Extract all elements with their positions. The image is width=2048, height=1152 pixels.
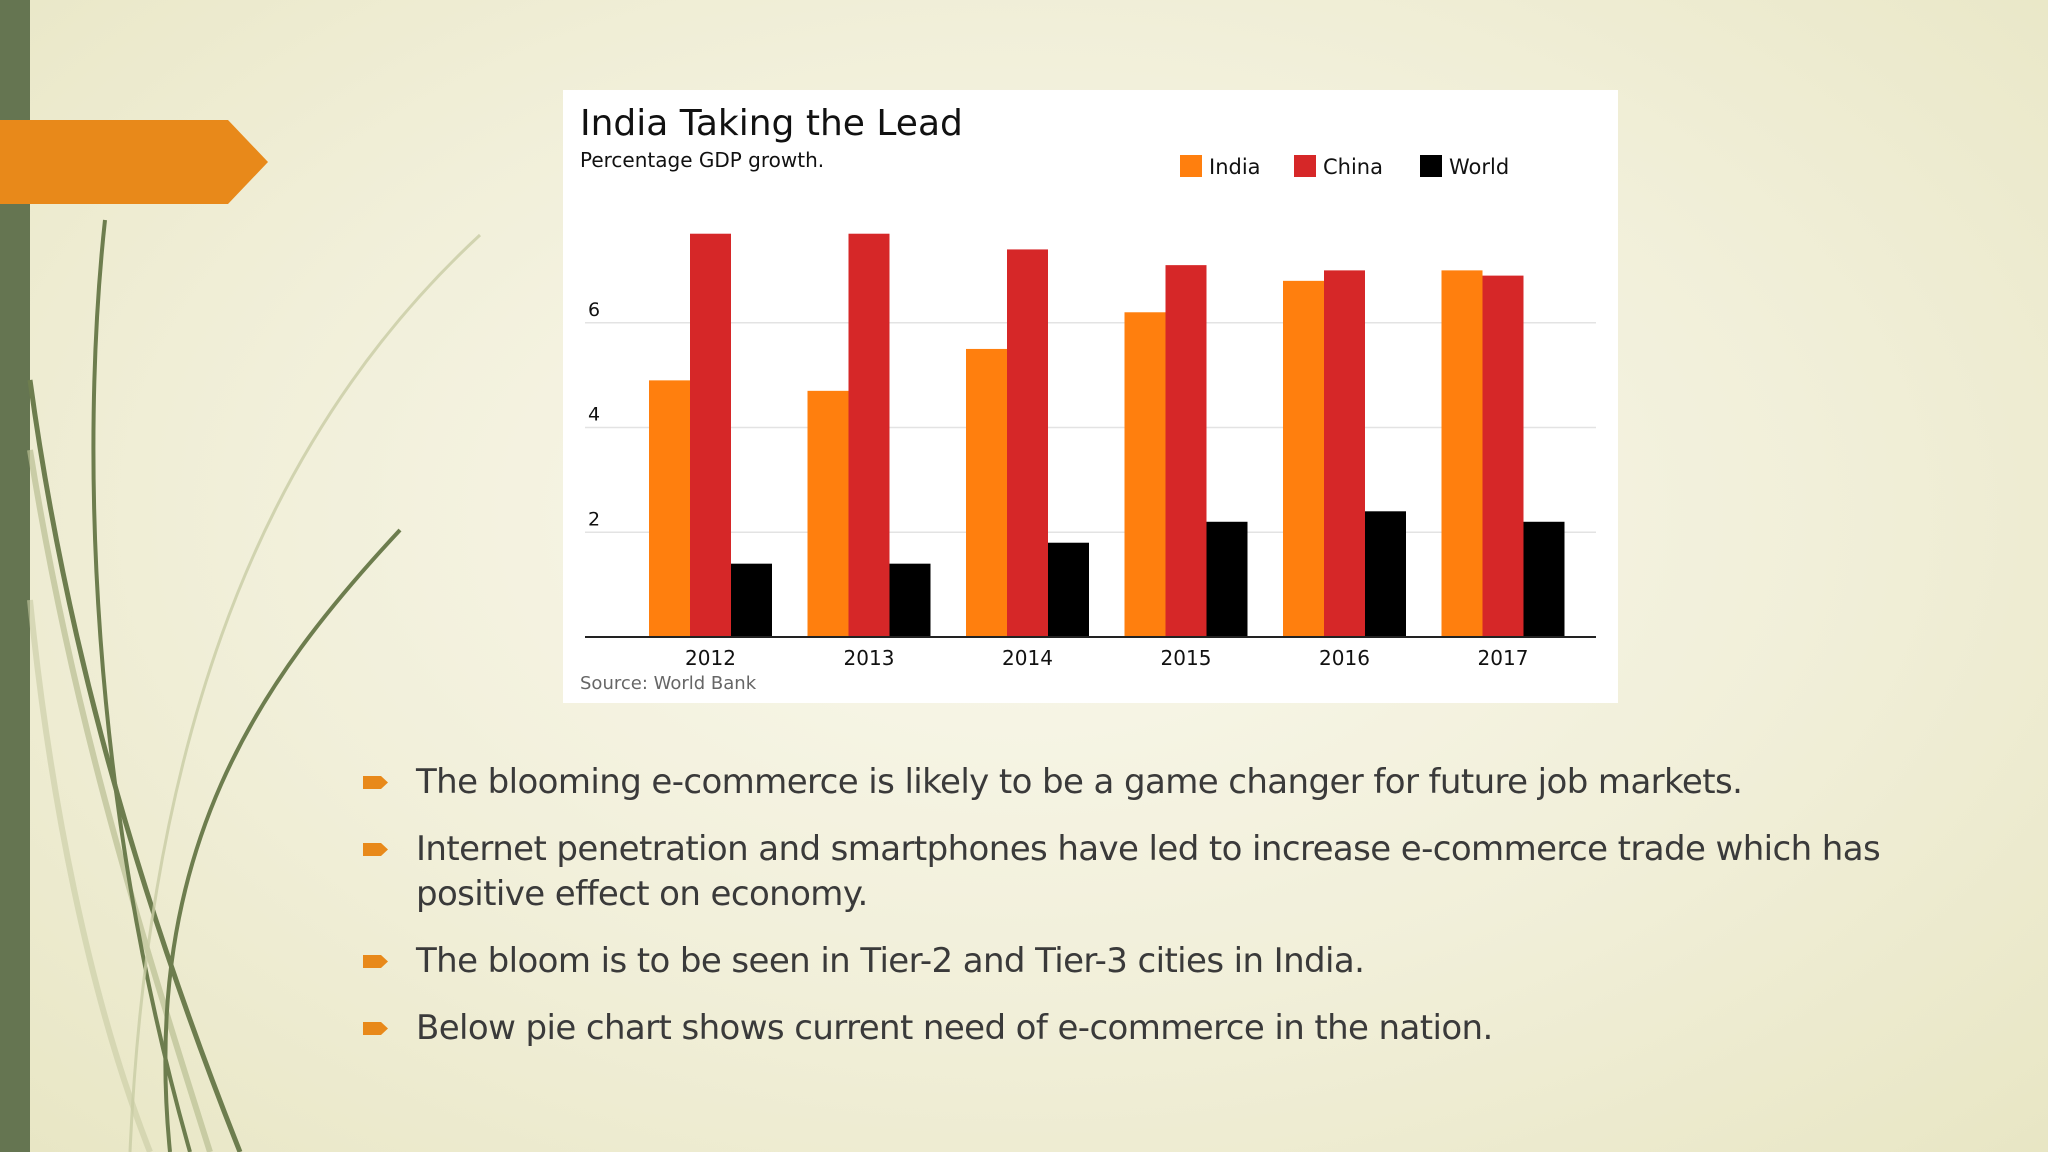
x-tick-label: 2016 (1319, 646, 1370, 670)
y-tick-label: 6 (588, 299, 600, 321)
bar-world-2014 (1048, 542, 1089, 637)
chart-subtitle: Percentage GDP growth. (580, 148, 824, 172)
bullet-text: The bloom is to be seen in Tier-2 and Ti… (416, 941, 1365, 981)
bullet-item: The blooming e-commerce is likely to be … (360, 760, 1920, 805)
x-tick-label: 2012 (685, 646, 736, 670)
legend-label-china: China (1323, 155, 1383, 179)
y-axis-ticks: 2 4 6 (588, 299, 600, 531)
x-tick-label: 2017 (1478, 646, 1529, 670)
decorative-swooshes (27, 219, 482, 1152)
legend-label-india: India (1209, 155, 1261, 179)
bar-india-2015 (1124, 312, 1166, 637)
bar-china-2017 (1482, 275, 1524, 637)
bullet-text: The blooming e-commerce is likely to be … (416, 762, 1743, 802)
bullet-item: Internet penetration and smartphones hav… (360, 827, 1920, 917)
bullet-arrow-icon (363, 776, 388, 789)
bar-china-2012 (690, 233, 731, 637)
bullet-text: Internet penetration and smartphones hav… (416, 829, 1881, 914)
x-axis-ticks: 2012 2013 2014 2015 2016 2017 (685, 646, 1528, 670)
bar-india-2012 (649, 380, 690, 637)
x-tick-label: 2013 (844, 646, 895, 670)
legend-swatch-india (1180, 155, 1202, 177)
x-tick-label: 2014 (1002, 646, 1053, 670)
bar-world-2017 (1523, 521, 1565, 637)
bar-india-2014 (966, 348, 1007, 637)
gdp-growth-chart: India Taking the Lead Percentage GDP gro… (563, 90, 1618, 703)
x-tick-label: 2015 (1161, 646, 1212, 670)
legend-swatch-china (1294, 155, 1316, 177)
bullet-list: The blooming e-commerce is likely to be … (360, 760, 1920, 1073)
legend-swatch-world (1420, 155, 1442, 177)
bar-world-2012 (731, 563, 772, 637)
bullet-arrow-icon (363, 843, 388, 856)
bar-china-2014 (1007, 249, 1048, 638)
bullet-arrow-icon (363, 1022, 388, 1035)
bar-china-2013 (848, 233, 890, 637)
y-tick-label: 4 (588, 404, 600, 426)
legend-label-world: World (1449, 155, 1509, 179)
chart-legend: India China World (1180, 155, 1509, 179)
bar-india-2013 (807, 390, 849, 637)
bar-india-2016 (1283, 280, 1324, 637)
chart-title: India Taking the Lead (580, 103, 963, 144)
chart-source: Source: World Bank (580, 673, 757, 694)
bar-india-2017 (1441, 270, 1483, 637)
bar-china-2016 (1324, 270, 1365, 637)
chart-bars (649, 233, 1565, 638)
bar-world-2016 (1365, 511, 1406, 637)
bullet-item: The bloom is to be seen in Tier-2 and Ti… (360, 939, 1920, 984)
y-tick-label: 2 (588, 508, 600, 530)
orange-arrow-tab (0, 120, 268, 204)
bullet-item: Below pie chart shows current need of e-… (360, 1006, 1920, 1051)
bar-world-2013 (889, 563, 931, 637)
chart-gridlines (585, 322, 1596, 533)
bar-china-2015 (1165, 265, 1207, 637)
bullet-arrow-icon (363, 955, 388, 968)
bar-world-2015 (1206, 521, 1248, 637)
bullet-text: Below pie chart shows current need of e-… (416, 1008, 1493, 1048)
